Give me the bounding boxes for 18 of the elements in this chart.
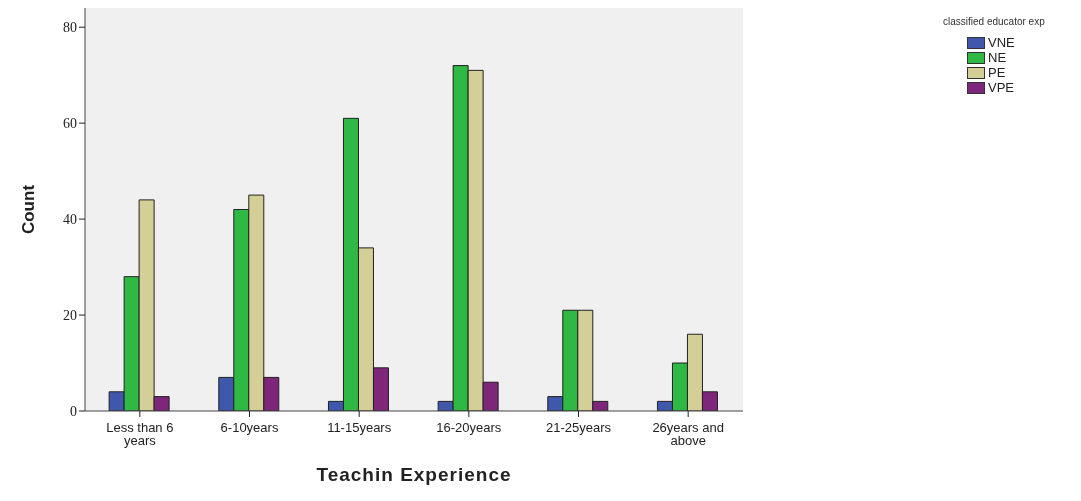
x-tick-label: 11-15years (327, 420, 392, 436)
y-tick-label: 80 (63, 20, 77, 36)
x-axis-title: Teachin Experience (316, 464, 512, 485)
y-tick-label: 40 (63, 212, 77, 228)
x-tick-label: 16-20years (436, 420, 502, 436)
legend-title: classified educator exp (943, 16, 1046, 27)
legend-label: VNE (988, 35, 1015, 50)
x-tick-label: 26years and above (652, 420, 724, 449)
legend-label: NE (988, 50, 1007, 65)
x-tick-label: Less than 6 years (106, 420, 174, 449)
y-tick-label: 0 (70, 403, 77, 419)
legend-label: PE (988, 65, 1006, 80)
y-tick-label: 20 (63, 308, 77, 324)
x-tick-label: 6-10years (220, 420, 279, 436)
y-axis-title: Count (19, 184, 39, 235)
y-tick-label: 60 (63, 116, 77, 132)
legend-label: VPE (988, 80, 1015, 95)
x-tick-label: 21-25years (545, 420, 612, 436)
